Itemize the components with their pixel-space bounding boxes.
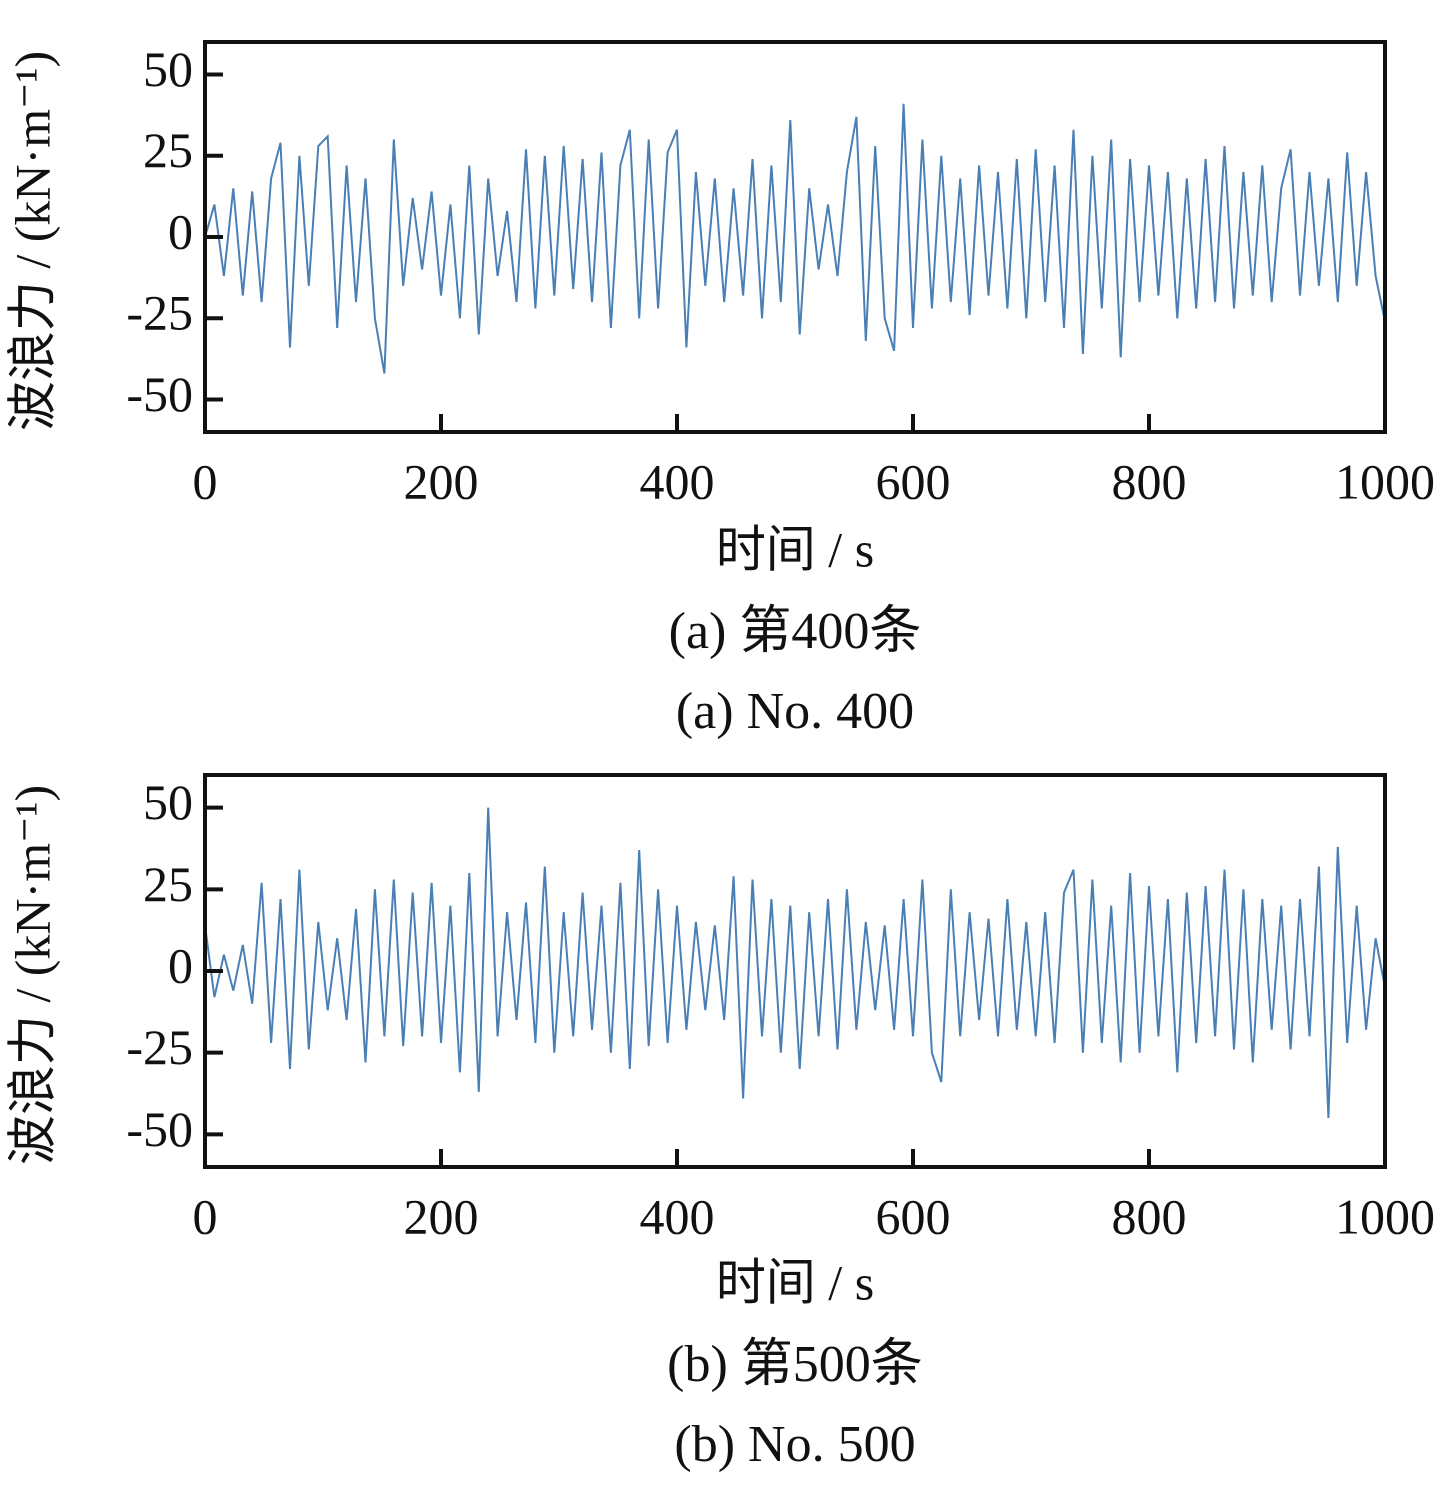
- x-tick-label: 200: [404, 453, 479, 509]
- y-tick-label: 50: [143, 774, 193, 830]
- x-tick-label: 0: [193, 453, 218, 509]
- x-axis-label: 时间 / s: [716, 1254, 874, 1310]
- y-tick-label: 50: [143, 41, 193, 97]
- x-tick-label: 1000: [1335, 1188, 1435, 1244]
- y-axis-label: 波浪力 / (kN·m⁻¹): [4, 785, 60, 1165]
- y-tick-label: 0: [168, 203, 193, 259]
- caption-en: (a) No. 400: [676, 683, 914, 740]
- y-tick-label: 25: [143, 856, 193, 912]
- x-tick-label: 800: [1112, 1188, 1187, 1244]
- x-tick-label: 400: [640, 1188, 715, 1244]
- y-tick-label: 25: [143, 122, 193, 178]
- caption-en: (b) No. 500: [674, 1416, 915, 1473]
- x-tick-label: 400: [640, 453, 715, 509]
- x-tick-label: 600: [876, 453, 951, 509]
- data-line: [204, 103, 1386, 374]
- caption: (a) 第400条: [669, 603, 922, 660]
- caption: (b) 第500条: [667, 1336, 923, 1393]
- x-tick-label: 800: [1112, 453, 1187, 509]
- data-line: [204, 807, 1386, 1119]
- y-tick-label: -25: [126, 285, 193, 341]
- y-axis-label: 波浪力 / (kN·m⁻¹): [4, 51, 60, 431]
- x-axis-label: 时间 / s: [716, 521, 874, 577]
- x-tick-label: 0: [193, 1188, 218, 1244]
- x-tick-label: 200: [404, 1188, 479, 1244]
- x-tick-label: 1000: [1335, 453, 1435, 509]
- x-tick-label: 600: [876, 1188, 951, 1244]
- y-tick-label: 0: [168, 937, 193, 993]
- y-tick-label: -25: [126, 1019, 193, 1075]
- y-tick-label: -50: [126, 366, 193, 422]
- y-tick-label: -50: [126, 1101, 193, 1157]
